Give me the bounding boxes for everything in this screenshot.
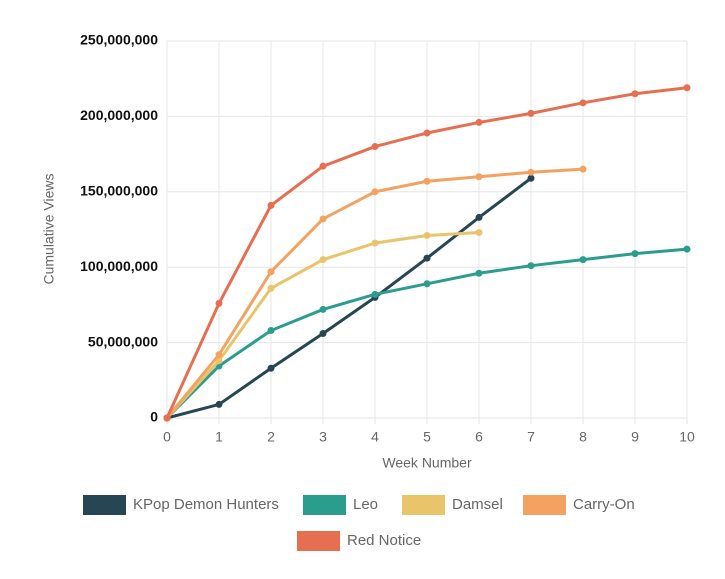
data-point [683, 245, 691, 253]
data-point [423, 129, 431, 137]
data-point [371, 290, 379, 298]
data-point [371, 143, 379, 151]
x-tick-label: 9 [631, 429, 639, 445]
x-tick-label: 3 [319, 429, 327, 445]
data-point [267, 268, 275, 276]
data-point [319, 162, 327, 170]
legend-swatch [297, 531, 340, 551]
legend-swatch [523, 495, 566, 515]
x-tick-label: 5 [423, 429, 431, 445]
data-point [267, 284, 275, 292]
data-point [267, 327, 275, 335]
series-line [166, 177, 532, 420]
data-point [215, 351, 223, 359]
data-point [579, 256, 587, 264]
data-point [475, 118, 483, 126]
x-tick-label: 10 [679, 429, 695, 445]
legend-swatch [83, 495, 126, 515]
data-point [579, 165, 587, 173]
x-tick-label: 2 [267, 429, 275, 445]
data-point [267, 201, 275, 209]
legend-label: Leo [353, 496, 378, 513]
data-point [423, 232, 431, 240]
y-axis-label: Cumulative Views [41, 173, 57, 284]
data-point [527, 174, 535, 182]
data-point [631, 250, 639, 258]
y-tick-label: 50,000,000 [88, 333, 158, 349]
data-point [475, 213, 483, 221]
data-point [423, 254, 431, 262]
x-axis-label: Week Number [382, 455, 472, 471]
legend-label: Damsel [452, 496, 503, 513]
data-point [163, 414, 171, 422]
data-point [319, 305, 327, 313]
y-tick-label: 250,000,000 [80, 32, 158, 48]
data-point [475, 229, 483, 237]
data-point [423, 177, 431, 185]
x-tick-label: 4 [371, 429, 379, 445]
y-tick-label: 100,000,000 [80, 258, 158, 274]
data-point [683, 84, 691, 92]
data-point [371, 239, 379, 247]
y-tick-label: 200,000,000 [80, 107, 158, 123]
data-point [215, 400, 223, 408]
data-point [475, 269, 483, 277]
x-tick-label: 6 [475, 429, 483, 445]
x-tick-label: 1 [215, 429, 223, 445]
legend-label: KPop Demon Hunters [133, 496, 279, 513]
x-tick-label: 0 [163, 429, 171, 445]
data-point [423, 280, 431, 288]
data-point [319, 256, 327, 264]
legend-swatch [402, 495, 445, 515]
legend-swatch [303, 495, 346, 515]
data-point [579, 99, 587, 107]
y-tick-label: 0 [150, 409, 158, 425]
data-point [371, 188, 379, 196]
data-point [527, 262, 535, 270]
y-tick-label: 150,000,000 [80, 183, 158, 199]
data-point [631, 90, 639, 98]
x-tick-label: 8 [579, 429, 587, 445]
data-point [267, 364, 275, 372]
data-point [319, 215, 327, 223]
data-point [527, 168, 535, 176]
legend-label: Red Notice [347, 532, 421, 549]
data-point [215, 299, 223, 307]
data-point [475, 173, 483, 181]
legend-label: Carry-On [573, 496, 635, 513]
data-point [319, 330, 327, 338]
data-point [527, 109, 535, 117]
x-tick-label: 7 [527, 429, 535, 445]
